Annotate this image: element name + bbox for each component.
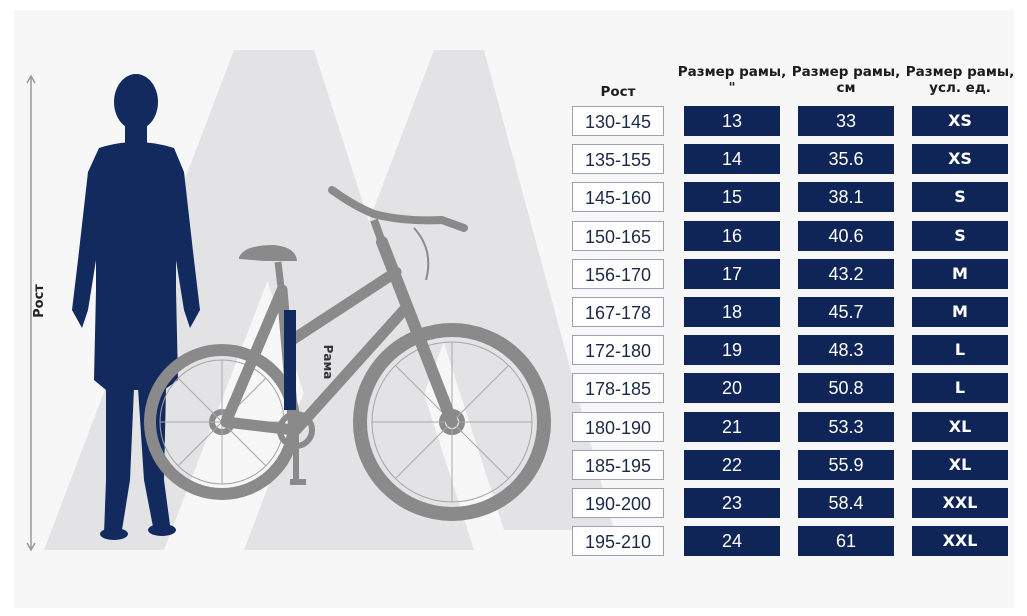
frame-size-cell: S	[912, 182, 1008, 213]
frame-inch-cell: 15	[684, 182, 780, 213]
frame-size-cell: XL	[912, 411, 1008, 442]
frame-cm-cell: 58.4	[798, 488, 894, 518]
frame-inch-cell: 13	[684, 106, 780, 136]
frame-inch-cell: 23	[684, 488, 780, 518]
frame-size-cell: XS	[912, 144, 1008, 175]
frame-cm-cell: 50.8	[798, 373, 894, 404]
frame-cm-cell: 61	[798, 526, 894, 557]
frame-cm-cell: 35.6	[798, 144, 894, 175]
frame-size-cell: M	[912, 297, 1008, 327]
frame-inch-cell: 16	[684, 220, 780, 251]
frame-inch-cell: 18	[684, 297, 780, 327]
frame-inch-cell: 24	[684, 526, 780, 557]
frame-cm-cell: 33	[798, 106, 894, 136]
frame-size-cell: XS	[912, 106, 1008, 136]
height-cell: 180-190	[572, 411, 664, 442]
frame-cm-cell: 45.7	[798, 297, 894, 327]
frame-inch-cell: 17	[684, 258, 780, 289]
frame-cm-cell: 48.3	[798, 335, 894, 366]
frame-inch-cell: 14	[684, 144, 780, 175]
frame-cm-cell: 40.6	[798, 220, 894, 251]
frame-cm-cell: 43.2	[798, 258, 894, 289]
frame-measure-bar	[284, 310, 296, 410]
frame-inch-cell: 22	[684, 449, 780, 480]
height-cell: 156-170	[572, 258, 664, 289]
frame-size-cell: S	[912, 220, 1008, 251]
frame-inch-cell: 19	[684, 335, 780, 366]
frame-size-cell: XXL	[912, 526, 1008, 557]
height-cell: 167-178	[572, 297, 664, 327]
frame-cm-cell: 38.1	[798, 182, 894, 213]
height-arrow	[26, 74, 36, 552]
header-frame-size: Размер рамы, усл. ед.	[905, 64, 1015, 96]
header-frame-cm: Размер рамы, см	[791, 64, 901, 96]
frame-size-cell: L	[912, 335, 1008, 366]
height-cell: 195-210	[572, 526, 664, 557]
height-cell: 150-165	[572, 220, 664, 251]
height-cell: 190-200	[572, 488, 664, 518]
frame-size-cell: L	[912, 373, 1008, 404]
frame-size-cell: M	[912, 258, 1008, 289]
frame-size-cell: XL	[912, 449, 1008, 480]
height-cell: 135-155	[572, 144, 664, 175]
frame-label: Рама	[321, 344, 335, 380]
illustration	[26, 50, 614, 552]
height-cell: 130-145	[572, 106, 664, 136]
header-frame-inch: Размер рамы, "	[677, 64, 787, 96]
frame-size-cell: XXL	[912, 488, 1008, 518]
header-height: Рост	[600, 84, 636, 100]
height-cell: 172-180	[572, 335, 664, 366]
frame-cm-cell: 55.9	[798, 449, 894, 480]
height-cell: 178-185	[572, 373, 664, 404]
height-cell: 185-195	[572, 449, 664, 480]
frame-cm-cell: 53.3	[798, 411, 894, 442]
frame-inch-cell: 21	[684, 411, 780, 442]
height-cell: 145-160	[572, 182, 664, 213]
height-axis-label: Рост	[32, 284, 47, 318]
frame-inch-cell: 20	[684, 373, 780, 404]
